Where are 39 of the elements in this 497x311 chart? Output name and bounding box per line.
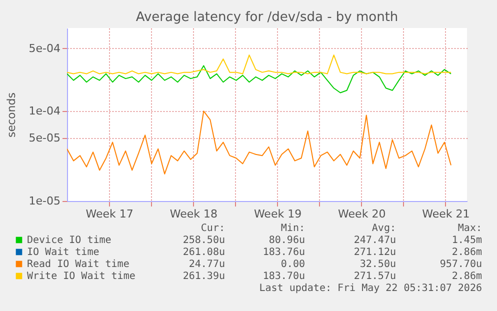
- x-tick-label: Week 20: [338, 208, 386, 220]
- text: Max:: [458, 223, 482, 234]
- text: 258.50u: [182, 235, 225, 246]
- chart-title: Average latency for /dev/sda - by month: [136, 10, 398, 25]
- x-tick-label: Week 18: [170, 208, 218, 220]
- text: 957.70u: [440, 259, 482, 270]
- line-series: [67, 110, 452, 174]
- text: 183.70u: [262, 271, 305, 282]
- text: 271.57u: [354, 271, 396, 282]
- legend-label: Read IO Wait time: [27, 259, 130, 270]
- legend-label: IO Wait time: [27, 247, 100, 258]
- text: 24.77u: [188, 259, 225, 270]
- text: Last update: Fri May 22 05:31:07 2026: [259, 283, 482, 294]
- text: 183.76u: [262, 247, 305, 258]
- text: 0.00: [280, 259, 305, 270]
- text: 80.96u: [268, 235, 305, 246]
- x-tick-label: Week 21: [422, 208, 470, 220]
- text: 247.47u: [354, 235, 396, 246]
- text: 2.86m: [452, 247, 482, 258]
- text: 261.39u: [182, 271, 225, 282]
- text: 32.50u: [360, 259, 396, 270]
- line-series: [67, 65, 452, 94]
- legend-label: Device IO time: [27, 235, 112, 246]
- y-tick-label: 1e-04: [28, 104, 60, 118]
- text: 261.08u: [182, 247, 225, 258]
- x-tick-label: Week 17: [86, 208, 134, 220]
- text: Cur:: [200, 223, 225, 234]
- y-tick-label: 5e-04: [28, 42, 60, 55]
- text: 271.12u: [354, 247, 396, 258]
- y-tick-label: 1e-05: [28, 194, 60, 208]
- text: Min:: [280, 223, 305, 234]
- text: 2.86m: [452, 271, 482, 282]
- x-tick-label: Week 19: [254, 208, 302, 220]
- y-tick-label: 5e-05: [28, 132, 60, 145]
- text: 1.45m: [452, 235, 482, 246]
- line-series: [67, 54, 452, 74]
- legend-label: Write IO Wait time: [27, 271, 136, 282]
- text: Avg:: [372, 223, 396, 234]
- y-axis-title: seconds: [4, 92, 18, 138]
